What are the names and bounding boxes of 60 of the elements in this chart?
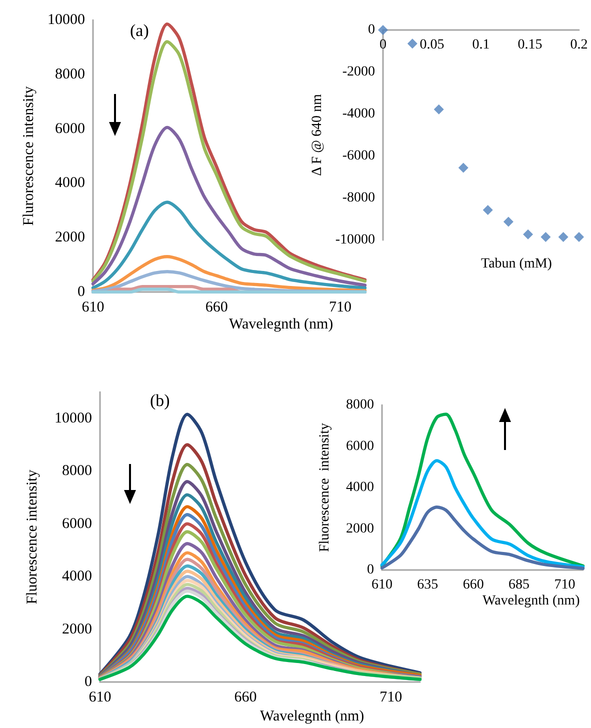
y-tick-label: 2000 <box>346 521 374 536</box>
y-tick-label: 10000 <box>48 12 85 28</box>
y-tick-label: 0 <box>368 22 375 38</box>
y-tick-label: 8000 <box>62 463 92 480</box>
x-tick-label: 0.1 <box>472 38 490 52</box>
point <box>503 216 514 227</box>
y-tick-label: 8000 <box>346 398 374 412</box>
x-tick-label: 685 <box>508 578 530 592</box>
x-tick-label: 0.05 <box>420 38 444 52</box>
x-tick-label: 710 <box>380 690 402 706</box>
point <box>378 25 388 35</box>
x-tick-label: 610 <box>88 690 112 706</box>
y-tick-label: 6000 <box>62 516 92 532</box>
point <box>482 204 493 215</box>
point <box>558 232 568 242</box>
y-tick-label: -10000 <box>335 232 375 248</box>
x-tick-label: 0.2 <box>570 38 588 52</box>
y-axis-title: Fluorescence intensity <box>24 469 40 604</box>
y-tick-label: -8000 <box>342 190 375 206</box>
point <box>540 232 551 242</box>
point <box>574 232 584 242</box>
x-tick-label: 0.15 <box>518 38 542 52</box>
y-tick-label: 6000 <box>55 120 85 137</box>
x-tick-label: 710 <box>329 300 352 316</box>
point <box>407 38 418 49</box>
y-tick-label: -4000 <box>342 106 375 122</box>
x-tick-label: 660 <box>205 300 228 316</box>
y-tick-label: 4000 <box>55 175 85 192</box>
x-tick-label: 610 <box>82 300 104 316</box>
line-series <box>380 412 585 568</box>
x-axis-title: Wavelegnth (nm) <box>482 594 580 608</box>
x-tick-label: 610 <box>372 578 392 592</box>
y-axis-title: Fluorescence intensity <box>318 422 332 552</box>
x-axis-title: Tabun (mM) <box>481 256 552 272</box>
x-tick-label: 710 <box>554 578 576 592</box>
y-tick-label: 10000 <box>54 410 92 426</box>
x-tick-label: 0 <box>380 38 386 52</box>
y-tick-label: 0 <box>78 284 85 300</box>
y-tick-label: 2000 <box>62 621 92 638</box>
y-tick-label: 2000 <box>55 230 85 246</box>
x-tick-label: 660 <box>234 690 257 706</box>
y-tick-label: 6000 <box>346 438 374 454</box>
y-tick-label: 4000 <box>62 568 92 585</box>
x-axis-title: Wavelegnth (nm) <box>260 708 364 724</box>
y-tick-label: 0 <box>84 674 92 690</box>
annotation: (b) <box>150 391 170 410</box>
point <box>434 104 444 114</box>
y-tick-label: 0 <box>367 562 374 578</box>
point <box>523 229 534 240</box>
y-tick-label: 4000 <box>346 480 374 495</box>
x-axis-title: Wavelegnth (nm) <box>228 316 334 332</box>
annotation: (a) <box>130 21 149 40</box>
y-tick-label: -6000 <box>342 148 375 164</box>
y-tick-label: -2000 <box>342 64 375 80</box>
y-axis-title: Δ F @ 640 nm <box>310 94 325 176</box>
point <box>458 162 468 173</box>
y-tick-label: 8000 <box>55 66 85 82</box>
y-axis-title: Flurorescence intensity <box>21 86 38 226</box>
x-tick-label: 635 <box>417 578 438 592</box>
x-tick-label: 660 <box>462 578 484 592</box>
